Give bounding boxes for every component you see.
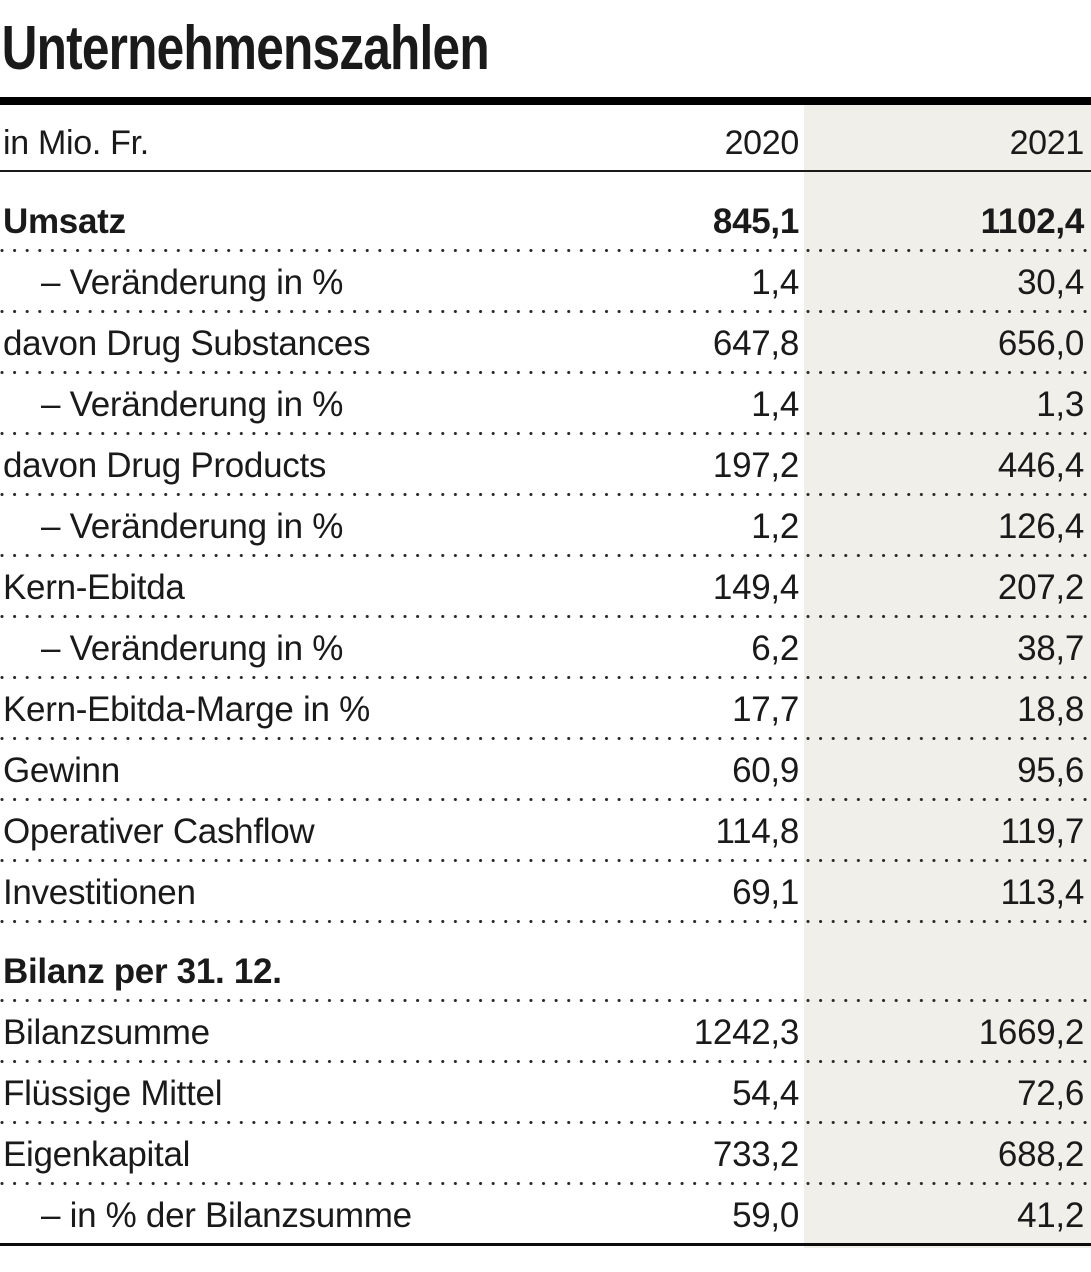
dotted-separator [0,371,1091,374]
value-2021: 41,2 [1017,1196,1084,1235]
value-2021: 656,0 [997,324,1084,363]
row-label: Kern-Ebitda-Marge in % [3,690,370,729]
table-row: – Veränderung in % 1,2 126,4 [0,496,1091,554]
table-row: Kern-Ebitda 149,4 207,2 [0,557,1091,615]
value-2020: 54,4 [732,1074,799,1113]
table-header-row: in Mio. Fr. 2020 2021 [0,105,1091,170]
top-rule [0,97,1091,105]
dotted-separator [0,493,1091,496]
column-header-2021: 2021 [1009,124,1085,162]
row-label: – Veränderung in % [41,507,344,546]
table-row: – Veränderung in % 1,4 30,4 [0,252,1091,310]
row-label: Operativer Cashflow [3,812,315,851]
dotted-separator [0,615,1091,618]
row-label: Umsatz [3,202,126,241]
table-row: Operativer Cashflow 114,8 119,7 [0,801,1091,859]
dotted-separator [0,310,1091,313]
table-row: – in % der Bilanzsumme 59,0 41,2 [0,1185,1091,1243]
dotted-separator [0,1182,1091,1185]
table-row: Gewinn 60,9 95,6 [0,740,1091,798]
table-row: Bilanzsumme 1242,3 1669,2 [0,1002,1091,1060]
value-2020: 149,4 [712,568,799,607]
table-row: Flüssige Mittel 54,4 72,6 [0,1063,1091,1121]
value-2020: 17,7 [732,690,799,729]
value-2020: 647,8 [712,324,799,363]
table-body: Umsatz 845,1 1102,4 – Veränderung in % 1,4 30… [0,172,1091,1243]
table-row: Umsatz 845,1 1102,4 [0,172,1091,249]
value-2021: 18,8 [1017,690,1084,729]
value-2020: 733,2 [712,1135,799,1174]
value-2020: 60,9 [732,751,799,790]
value-2021: 1669,2 [978,1013,1085,1052]
table-row: davon Drug Substances 647,8 656,0 [0,313,1091,371]
title-bar: Unternehmenszahlen [0,0,1091,97]
table-row: – Veränderung in % 1,4 1,3 [0,374,1091,432]
value-2020: 59,0 [732,1196,799,1235]
value-2021: 688,2 [997,1135,1084,1174]
value-2021: 95,6 [1017,751,1084,790]
value-2021: 38,7 [1017,629,1084,668]
section-header-row: Bilanz per 31. 12. [0,923,1091,999]
table-row: Investitionen 69,1 113,4 [0,862,1091,920]
value-2020: 1242,3 [693,1013,800,1052]
bottom-rule [0,1243,1091,1246]
value-2020: 1,4 [751,385,799,424]
column-header-2020: 2020 [724,124,800,162]
dotted-separator [0,249,1091,252]
value-2021: 119,7 [1000,812,1085,851]
row-label: Bilanz per 31. 12. [3,952,282,991]
value-2021: 446,4 [997,446,1084,485]
dotted-separator [0,1121,1091,1124]
row-label: Bilanzsumme [3,1013,210,1052]
value-2020: 845,1 [712,202,799,241]
table-row: Eigenkapital 733,2 688,2 [0,1124,1091,1182]
row-label: Flüssige Mittel [3,1074,223,1113]
value-2020: 114,8 [715,812,800,851]
row-label: – Veränderung in % [41,385,344,424]
row-label: davon Drug Products [3,446,327,485]
row-label: davon Drug Substances [3,324,371,363]
dotted-separator [0,859,1091,862]
row-label: Eigenkapital [3,1135,191,1174]
value-2021: 30,4 [1017,263,1084,302]
dotted-separator [0,798,1091,801]
table-row: davon Drug Products 197,2 446,4 [0,435,1091,493]
value-2020: 1,4 [751,263,799,302]
row-label: – Veränderung in % [41,263,344,302]
dotted-separator [0,999,1091,1002]
row-label: Kern-Ebitda [3,568,185,607]
value-2021: 126,4 [997,507,1084,546]
dotted-separator [0,432,1091,435]
value-2020: 197,2 [712,446,799,485]
value-2020: 6,2 [751,629,799,668]
table-row: – Veränderung in % 6,2 38,7 [0,618,1091,676]
dotted-separator [0,554,1091,557]
dotted-separator [0,1060,1091,1063]
value-2021: 1,3 [1036,385,1084,424]
row-label: Gewinn [3,751,120,790]
row-label: – Veränderung in % [41,629,344,668]
table-row: Kern-Ebitda-Marge in % 17,7 18,8 [0,679,1091,737]
row-label: – in % der Bilanzsumme [41,1196,412,1235]
header-rule [0,170,1091,172]
unit-label: in Mio. Fr. [3,124,149,162]
value-2021: 72,6 [1017,1074,1084,1113]
value-2020: 1,2 [751,507,799,546]
row-label: Investitionen [3,873,196,912]
page-title: Unternehmenszahlen [1,14,490,83]
dotted-separator [0,920,1091,923]
value-2021: 1102,4 [980,202,1085,241]
dotted-separator [0,676,1091,679]
value-2021: 113,4 [1000,873,1085,912]
value-2020: 69,1 [732,873,799,912]
value-2021: 207,2 [997,568,1084,607]
dotted-separator [0,737,1091,740]
